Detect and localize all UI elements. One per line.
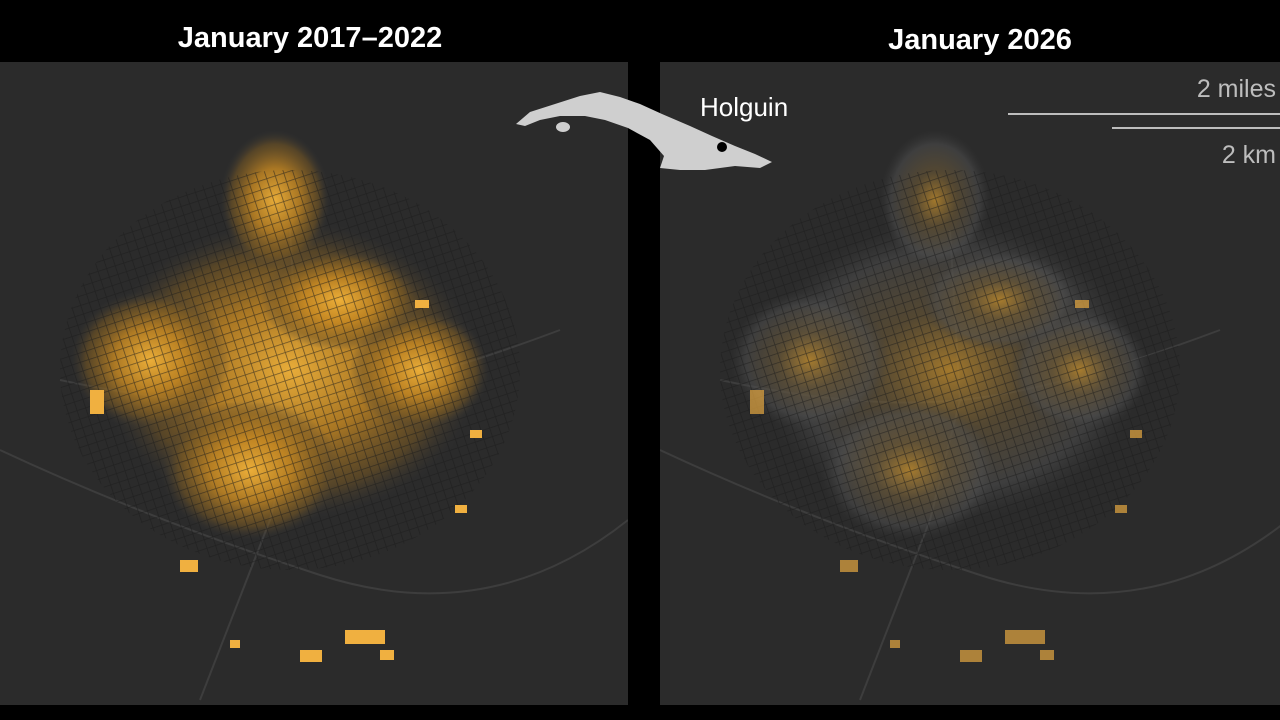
location-label: Holguin xyxy=(700,92,788,122)
panel-title: January 2026 xyxy=(888,24,1072,56)
city-lights-after xyxy=(660,130,1280,701)
location-dot xyxy=(717,142,727,152)
lit-site xyxy=(470,430,482,438)
lit-site xyxy=(1005,630,1045,644)
lit-site xyxy=(960,650,982,662)
isla-de-la-juventud xyxy=(556,122,570,132)
cuba-outline xyxy=(516,92,772,170)
road xyxy=(660,449,1280,595)
lit-site xyxy=(1075,300,1089,308)
street-grid xyxy=(720,170,1180,570)
lit-site xyxy=(415,300,429,308)
lit-site xyxy=(840,560,858,572)
lit-site xyxy=(345,630,385,644)
scale-label: 2 miles xyxy=(1197,75,1276,103)
lit-site xyxy=(1130,430,1142,438)
street-grid xyxy=(60,170,520,570)
lit-site xyxy=(1040,650,1054,660)
lit-site xyxy=(90,390,104,414)
lit-site xyxy=(1115,505,1127,513)
lit-site xyxy=(230,640,240,648)
road xyxy=(0,449,628,595)
lit-site xyxy=(380,650,394,660)
city-lights-before xyxy=(0,130,628,701)
lit-site xyxy=(890,640,900,648)
lit-site xyxy=(180,560,198,572)
lit-site xyxy=(300,650,322,662)
panel-title: January 2017–2022 xyxy=(178,22,442,54)
lit-site xyxy=(750,390,764,414)
lit-site xyxy=(455,505,467,513)
scale-label: 2 km xyxy=(1222,141,1276,169)
